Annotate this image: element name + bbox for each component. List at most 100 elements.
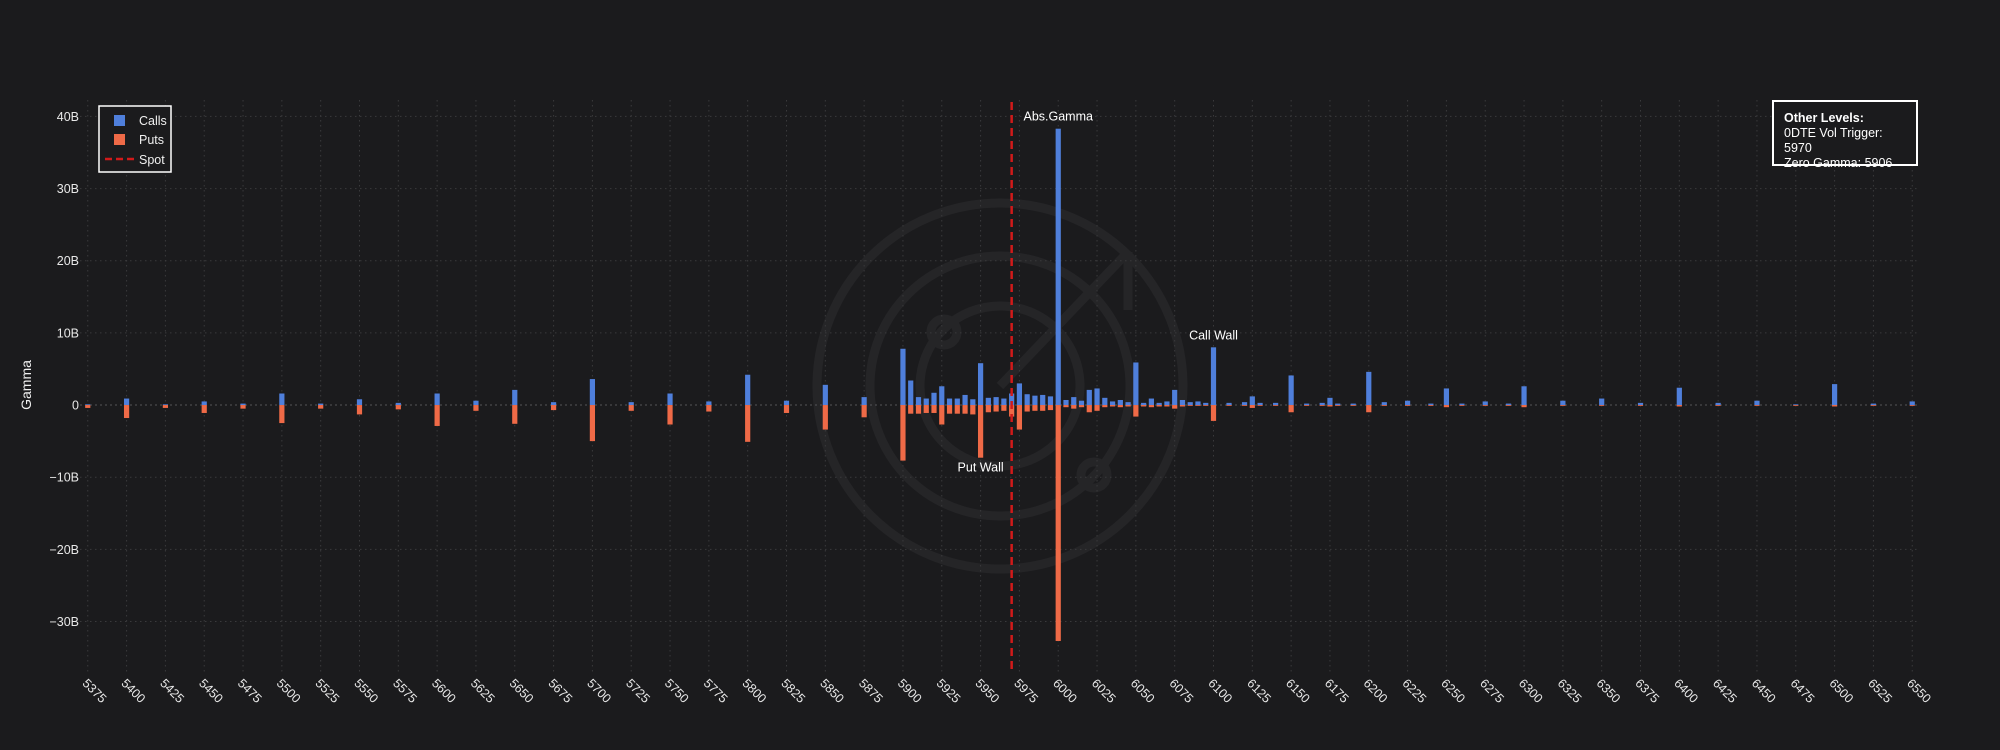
- put-bar: [985, 405, 991, 413]
- x-tick-label: 5700: [584, 676, 614, 706]
- call-bar: [1040, 394, 1046, 406]
- x-tick-label: 5825: [778, 676, 808, 706]
- call-bar: [1335, 403, 1341, 406]
- x-tick-label: 6300: [1516, 676, 1546, 706]
- put-bar: [1040, 405, 1046, 411]
- x-tick-label: 6250: [1438, 676, 1468, 706]
- call-bar: [1599, 398, 1605, 406]
- watermark-logo: [812, 198, 1188, 574]
- call-bar: [1443, 388, 1450, 406]
- x-tick-label: 5625: [468, 676, 498, 706]
- other-levels-box: Other Levels: 0DTE Vol Trigger: 5970 Zer…: [1772, 100, 1918, 170]
- call-bar: [201, 401, 207, 406]
- put-bar: [279, 405, 285, 424]
- x-tick-label: 5950: [972, 676, 1002, 706]
- put-bar: [1071, 405, 1077, 409]
- call-bar: [1319, 402, 1325, 406]
- put-bar: [1133, 405, 1139, 417]
- put-bar: [783, 405, 790, 413]
- call-bar: [512, 389, 518, 406]
- put-bar: [1032, 405, 1038, 411]
- x-tick-label: 6500: [1826, 676, 1856, 706]
- x-tick-label: 5375: [80, 676, 110, 706]
- x-tick-label: 6475: [1788, 676, 1818, 706]
- put-bar: [1870, 405, 1877, 406]
- call-bar: [822, 384, 828, 406]
- put-bar: [1086, 405, 1092, 413]
- put-bar: [745, 405, 751, 442]
- legend-box: [98, 105, 172, 173]
- call-bar: [628, 402, 634, 406]
- call-bar: [1257, 402, 1263, 406]
- y-tick-label: 30B: [57, 182, 79, 196]
- call-bar: [1350, 403, 1356, 406]
- y-tick-label: 40B: [57, 110, 79, 124]
- x-tick-label: 6325: [1555, 676, 1585, 706]
- legend-spot-label: Spot: [139, 153, 165, 167]
- x-tick-label: 5925: [934, 676, 964, 706]
- call-bar: [970, 399, 976, 406]
- call-bar: [667, 393, 673, 406]
- put-bar: [1366, 405, 1372, 413]
- x-tick-label: 5425: [157, 676, 187, 706]
- put-bar: [706, 405, 712, 412]
- put-bar: [1676, 405, 1682, 407]
- put-bar: [1125, 405, 1131, 407]
- annotation-label: Put Wall: [958, 461, 1004, 475]
- put-bar: [1350, 405, 1356, 406]
- put-bar: [1273, 405, 1279, 406]
- put-bar: [1102, 405, 1108, 408]
- put-bar: [1505, 405, 1512, 406]
- put-bar: [1482, 405, 1488, 406]
- x-tick-label: 5850: [817, 676, 847, 706]
- x-tick-label: 6075: [1167, 676, 1197, 706]
- call-bar: [162, 404, 169, 406]
- put-bar: [1195, 405, 1201, 406]
- x-tick-label: 5750: [662, 676, 692, 706]
- call-bar: [1078, 400, 1085, 406]
- call-bar: [1870, 403, 1877, 406]
- call-bar: [946, 398, 953, 406]
- call-bar: [985, 397, 991, 406]
- put-bar: [1164, 405, 1170, 407]
- legend-puts-swatch: [114, 134, 125, 145]
- x-tick-label: 6525: [1865, 676, 1895, 706]
- put-bar: [946, 405, 953, 414]
- put-bar: [993, 405, 999, 412]
- legend-puts-label: Puts: [139, 133, 164, 147]
- call-bar: [1459, 403, 1465, 406]
- put-bar: [1187, 405, 1193, 406]
- y-tick-label: −20B: [49, 543, 79, 557]
- put-bar: [1249, 405, 1255, 408]
- call-bar: [356, 399, 363, 406]
- put-bar: [395, 405, 401, 410]
- call-bar: [954, 398, 960, 406]
- legend: Calls Puts Spot: [98, 105, 172, 173]
- call-bar: [1009, 393, 1015, 406]
- x-tick-label: 6450: [1749, 676, 1779, 706]
- put-bar: [1381, 405, 1387, 406]
- call-bar: [1164, 401, 1170, 406]
- call-bar: [1505, 403, 1512, 406]
- call-bar: [1141, 402, 1147, 406]
- call-bar: [993, 397, 999, 406]
- call-bar: [550, 402, 557, 406]
- put-bar: [1203, 405, 1209, 406]
- put-bar: [1009, 405, 1015, 417]
- call-bar: [931, 392, 937, 406]
- call-bar: [1203, 402, 1209, 406]
- put-bar: [1327, 405, 1333, 407]
- x-tick-label: 6125: [1244, 676, 1274, 706]
- put-bar: [1288, 405, 1294, 413]
- put-bar: [822, 405, 828, 430]
- put-bar: [1241, 405, 1248, 406]
- put-bar: [1148, 405, 1154, 408]
- other-level-zero-gamma: Zero Gamma: 5906: [1784, 156, 1893, 170]
- call-bar: [1179, 399, 1186, 406]
- put-bar: [1172, 405, 1178, 409]
- x-tick-label: 5575: [390, 676, 420, 706]
- call-bar: [1187, 402, 1193, 406]
- call-bar: [318, 403, 324, 406]
- call-bar: [915, 397, 922, 406]
- call-bar: [1304, 403, 1310, 406]
